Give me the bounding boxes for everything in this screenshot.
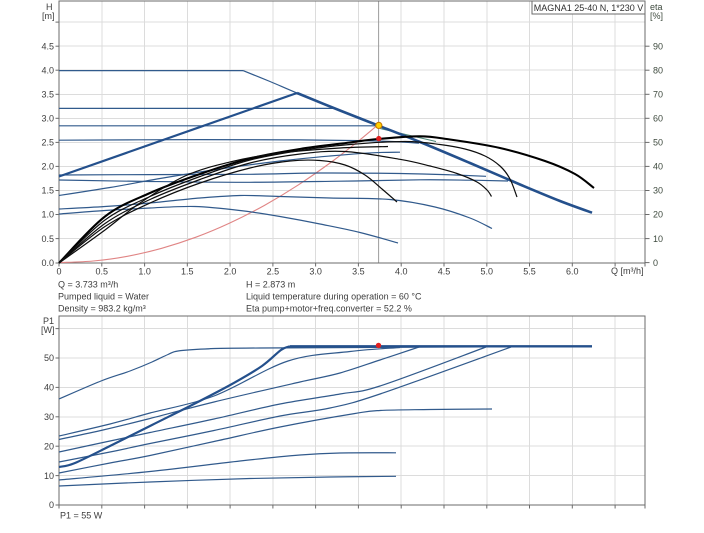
svg-text:Density = 983.2 kg/m³: Density = 983.2 kg/m³ [58,304,146,314]
svg-text:4.0: 4.0 [41,65,54,75]
svg-text:1.0: 1.0 [41,210,54,220]
svg-text:40: 40 [653,162,663,172]
svg-text:30: 30 [44,412,54,422]
svg-text:4.5: 4.5 [41,41,54,51]
svg-text:40: 40 [44,383,54,393]
svg-text:5.0: 5.0 [481,267,494,277]
svg-text:0: 0 [653,258,658,268]
svg-text:80: 80 [653,65,663,75]
svg-text:4.0: 4.0 [395,267,408,277]
svg-text:0.5: 0.5 [41,234,54,244]
svg-text:3.5: 3.5 [41,90,54,100]
svg-text:MAGNA1 25-40 N, 1*230 V: MAGNA1 25-40 N, 1*230 V [534,3,644,13]
svg-text:0.5: 0.5 [96,267,109,277]
svg-text:6.0: 6.0 [566,267,579,277]
svg-text:3.5: 3.5 [352,267,365,277]
svg-text:2.5: 2.5 [267,267,280,277]
svg-text:0: 0 [49,500,54,510]
svg-text:1.5: 1.5 [181,267,194,277]
svg-text:10: 10 [44,471,54,481]
svg-text:1.0: 1.0 [138,267,151,277]
svg-text:Q [m³/h]: Q [m³/h] [611,266,644,276]
svg-text:Liquid temperature during oper: Liquid temperature during operation = 60… [246,292,422,302]
svg-text:H: H [46,2,53,12]
svg-text:[%]: [%] [650,11,663,21]
svg-text:3.0: 3.0 [41,114,54,124]
svg-text:4.5: 4.5 [438,267,451,277]
svg-text:50: 50 [653,138,663,148]
svg-text:eta: eta [650,2,663,12]
svg-text:90: 90 [653,41,663,51]
svg-text:30: 30 [653,186,663,196]
svg-text:60: 60 [653,114,663,124]
svg-text:70: 70 [653,90,663,100]
svg-text:Q = 3.733 m³/h: Q = 3.733 m³/h [58,280,118,290]
svg-text:Eta pump+motor+freq.converter: Eta pump+motor+freq.converter = 52.2 % [246,304,412,314]
svg-text:H = 2.873 m: H = 2.873 m [246,280,295,290]
svg-text:2.5: 2.5 [41,138,54,148]
svg-text:P1 = 55 W: P1 = 55 W [60,511,103,521]
svg-text:P1: P1 [43,316,54,326]
svg-text:2.0: 2.0 [41,162,54,172]
svg-text:5.5: 5.5 [523,267,536,277]
svg-text:20: 20 [44,441,54,451]
svg-text:1.5: 1.5 [41,186,54,196]
svg-text:2.0: 2.0 [224,267,237,277]
svg-text:10: 10 [653,234,663,244]
svg-text:0: 0 [56,267,61,277]
svg-text:[m]: [m] [42,11,55,21]
svg-text:[W]: [W] [41,325,55,335]
svg-text:50: 50 [44,353,54,363]
svg-text:20: 20 [653,210,663,220]
svg-text:Pumped liquid = Water: Pumped liquid = Water [58,292,149,302]
svg-text:3.0: 3.0 [309,267,322,277]
svg-text:0.0: 0.0 [41,258,54,268]
